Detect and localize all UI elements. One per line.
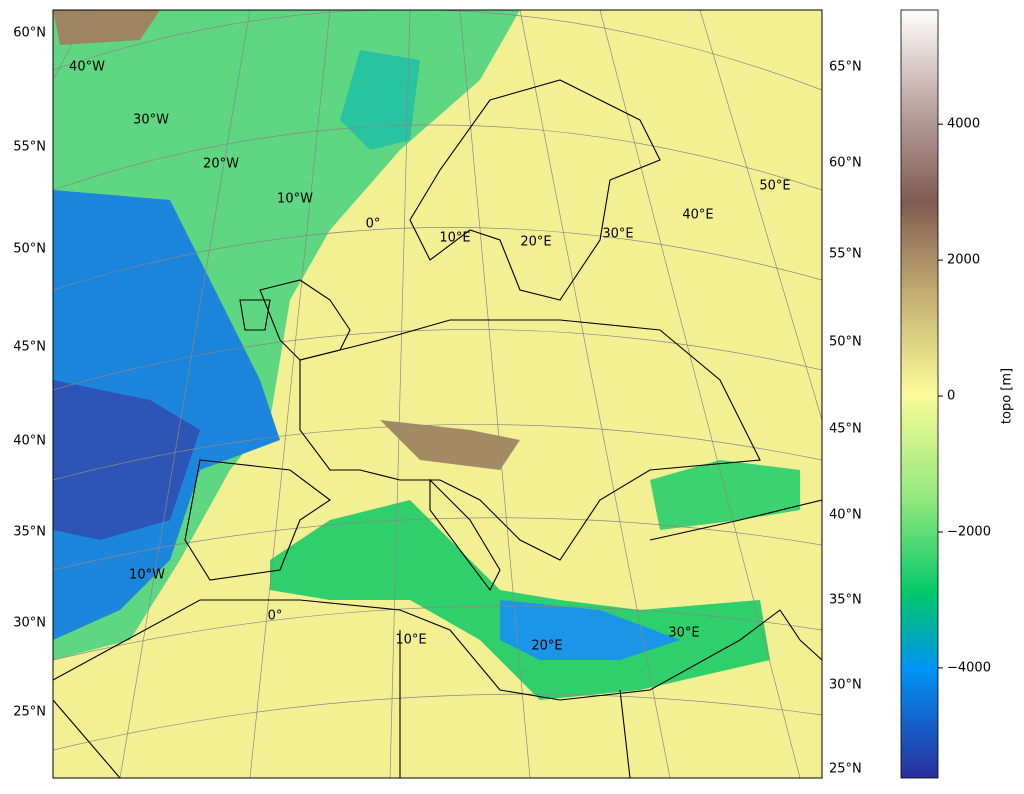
- lon-label: 10°W: [129, 568, 165, 583]
- colorbar-tick-label: 4000: [947, 117, 980, 132]
- lat-label: 30°N: [829, 678, 862, 693]
- lon-label: 20°W: [203, 157, 239, 172]
- lon-label: 30°E: [602, 227, 633, 242]
- lat-label: 60°N: [829, 156, 862, 171]
- map-frame: [52, 9, 823, 779]
- lat-label: 35°N: [829, 593, 862, 608]
- lat-label: 45°N: [13, 340, 46, 355]
- lat-label: 45°N: [829, 422, 862, 437]
- lon-label: 0°: [366, 217, 381, 232]
- lat-label: 25°N: [829, 762, 862, 777]
- lat-label: 50°N: [13, 242, 46, 257]
- lon-label: 10°W: [277, 192, 313, 207]
- lat-label: 40°N: [829, 508, 862, 523]
- colorbar-tick-label: −4000: [947, 660, 991, 675]
- colorbar: [900, 9, 939, 779]
- lon-label: 10°E: [439, 231, 470, 246]
- map-area: [53, 10, 822, 778]
- lat-label: 60°N: [13, 26, 46, 41]
- lon-label: 40°E: [682, 208, 713, 223]
- lat-label: 55°N: [13, 140, 46, 155]
- colorbar-tick-label: 2000: [947, 253, 980, 268]
- colorbar-tick-label: −2000: [947, 524, 991, 539]
- lon-label: 10°E: [395, 633, 426, 648]
- colorbar-tick-label: 0: [947, 389, 955, 404]
- lat-label: 50°N: [829, 335, 862, 350]
- lat-label: 65°N: [829, 60, 862, 75]
- lon-label: 20°E: [520, 235, 551, 250]
- lat-label: 35°N: [13, 525, 46, 540]
- lon-label: 30°W: [133, 113, 169, 128]
- lat-label: 25°N: [13, 705, 46, 720]
- lon-label: 40°W: [69, 60, 105, 75]
- lon-label: 0°: [268, 609, 283, 624]
- colorbar-label: topo [m]: [1000, 368, 1015, 424]
- lat-label: 40°N: [13, 434, 46, 449]
- lat-label: 30°N: [13, 616, 46, 631]
- lon-label: 30°E: [668, 626, 699, 641]
- lat-label: 55°N: [829, 247, 862, 262]
- lon-label: 50°E: [759, 179, 790, 194]
- lon-label: 20°E: [531, 639, 562, 654]
